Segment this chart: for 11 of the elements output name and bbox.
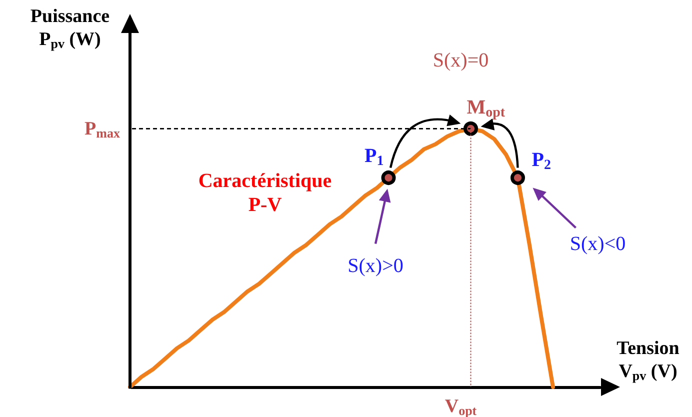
text: M$_{opt}$ — [466, 96, 506, 120]
y-axis-title: Puissance P$_{pv}$ (W) — [30, 6, 110, 50]
annotation: S(x)<0 — [570, 232, 626, 255]
x-axis-title: Tension V$_{pv}$ (V) — [616, 338, 680, 382]
annotation: P$_{1}$ — [364, 144, 384, 169]
text: S(x)=0 — [432, 50, 489, 72]
annotation: P$_{2}$ — [532, 148, 551, 173]
annotation: Caractéristique P-V — [198, 170, 332, 216]
text: V$_{opt}$ — [444, 396, 478, 417]
annotation: S(x)>0 — [348, 254, 404, 277]
text: P$_{max}$ — [84, 118, 120, 140]
